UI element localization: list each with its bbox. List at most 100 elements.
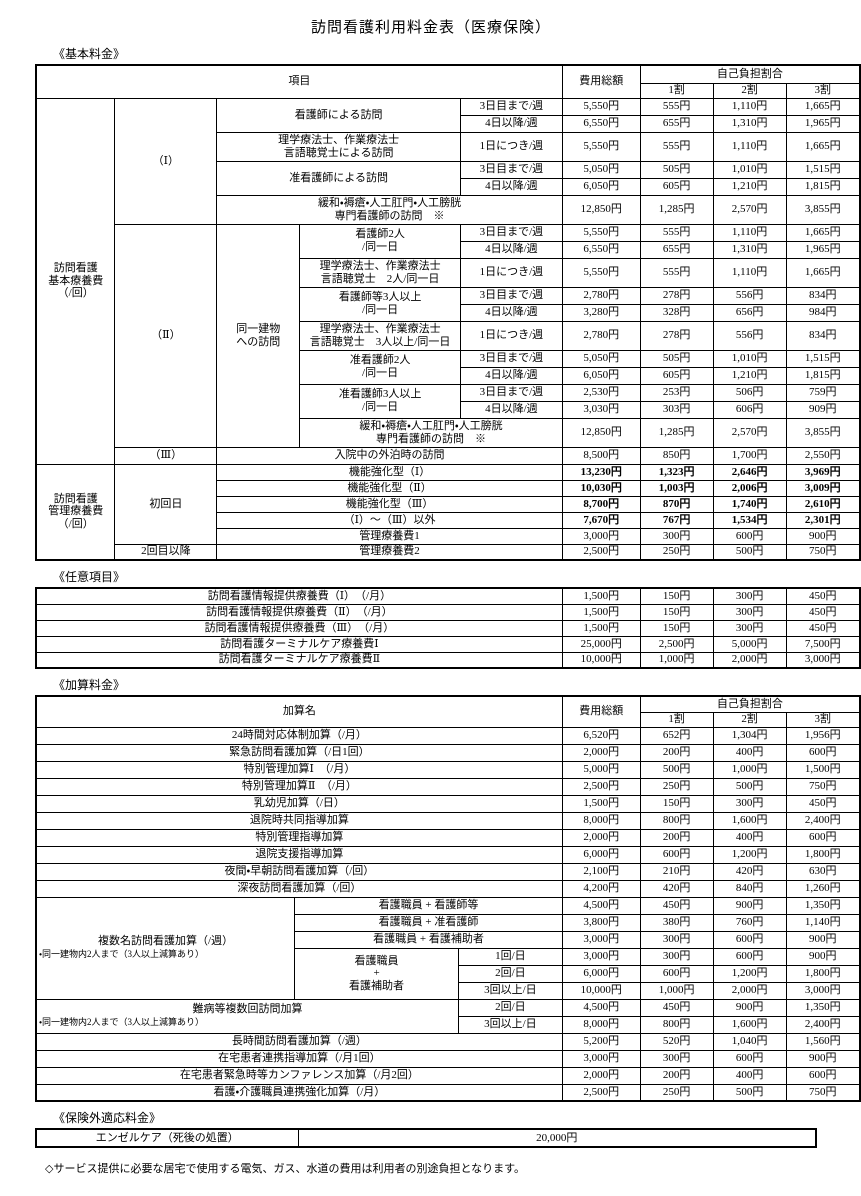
table-cell: 300円 <box>712 619 787 637</box>
table-cell: 500円 <box>712 543 787 561</box>
table-cell: 5,550円 <box>561 223 641 242</box>
table-cell: 210円 <box>639 862 714 881</box>
table-cell: 複数名訪問看護加算（/週） ・同一建物内2人まで（3人以上減算あり） <box>35 896 296 1000</box>
table-cell: 1割 <box>639 711 714 728</box>
table-cell: 2,000円 <box>712 651 787 669</box>
table-cell: 准看護師による訪問 <box>216 160 461 196</box>
table-cell: 2割 <box>712 82 787 99</box>
table-row: 訪問看護ターミナルケア療養費Ⅱ 10,000円 1,000円 2,000円 3,000円 <box>35 651 861 669</box>
table-cell: 600円 <box>785 743 861 762</box>
table-cell: 1,740円 <box>712 495 787 513</box>
table-cell: 訪問看護情報提供療養費（Ⅲ） （/月） <box>35 619 563 637</box>
table-row: 2回/日 6,000円 600円 1,200円 1,800円 <box>36 964 861 983</box>
table-cell: 3日目まで/週 <box>459 160 563 179</box>
table-cell: 1,040円 <box>712 1032 787 1051</box>
cell-subnote: ・同一建物内2人まで（3人以上減算あり） <box>39 949 205 960</box>
table-cell: 450円 <box>785 794 861 813</box>
table-cell: 3,000円 <box>561 1049 641 1068</box>
table-cell: 特別管理指導加算 <box>35 828 563 847</box>
section-label-addon: 《加算料金》 <box>53 678 126 692</box>
table-cell: 理学療法士、作業療法士 言語聴覚士 2人/同一日 <box>299 257 461 288</box>
table-cell: 訪問看護ターミナルケア療養費Ⅱ <box>35 651 563 669</box>
table-cell: 900円 <box>785 930 861 949</box>
table-cell: 400円 <box>712 743 787 762</box>
table-cell: 506円 <box>712 383 787 402</box>
table-row: 複数名訪問看護加算（/週） ・同一建物内2人まで（3人以上減算あり） 看護職員 + … <box>35 896 861 1000</box>
table-cell: 840円 <box>712 879 787 898</box>
table-cell: 1,815円 <box>785 366 861 385</box>
table-cell: 看護職員 + 看護師等 <box>294 896 563 915</box>
table-cell: 3,000円 <box>785 981 861 1000</box>
table-cell: 600円 <box>639 845 714 864</box>
table-cell: 看護職員 + 准看護師 <box>294 913 563 932</box>
table-row: （Ⅲ） 入院中の外泊時の訪問 8,500円 850円 1,700円 2,550円 <box>36 446 861 465</box>
table-cell: 600円 <box>712 1049 787 1068</box>
table-cell: 1,000円 <box>639 651 714 669</box>
table-row: 夜間・早朝訪問看護加算（/回） 2,100円 210円 420円 630円 <box>35 862 861 881</box>
table-cell: 2回目以降 <box>114 543 218 561</box>
table-cell: 300円 <box>639 930 714 949</box>
table-cell: 1日につき/週 <box>459 320 563 351</box>
section-label-basic: 《基本料金》 <box>53 47 126 61</box>
table-cell: 同一建物 への訪問 <box>216 223 301 448</box>
table-cell: （Ⅱ） <box>114 223 218 448</box>
table-cell: 2,500円 <box>561 777 641 796</box>
table-cell: 1,200円 <box>712 845 787 864</box>
table-cell: 看護師2人/同一日 <box>299 223 461 259</box>
table-cell: 600円 <box>639 964 714 983</box>
table-cell: 訪問看護情報提供療養費（Ⅱ） （/月） <box>35 603 563 621</box>
table-cell: 250円 <box>639 543 714 561</box>
table-row: 在宅患者連携指導加算（/月1回） 3,000円 300円 600円 900円 <box>35 1049 861 1068</box>
table-cell: 505円 <box>639 160 714 179</box>
table-cell: 5,550円 <box>561 131 641 162</box>
table-row: 機能強化型（Ⅱ） 10,030円 1,003円 2,006円 3,009円 <box>36 479 861 497</box>
table-cell: 253円 <box>639 383 714 402</box>
table-cell: 600円 <box>785 828 861 847</box>
table-cell: 3,280円 <box>561 303 641 322</box>
table-cell: 3回以上/日 <box>457 1015 563 1034</box>
table-cell: 4日以降/週 <box>459 366 563 385</box>
table-cell: エンゼルケア（死後の処置） <box>35 1128 299 1148</box>
table-cell: 900円 <box>712 998 787 1017</box>
table-cell: 2,000円 <box>712 981 787 1000</box>
table-cell: 2,530円 <box>561 383 641 402</box>
table-cell: 1,965円 <box>785 240 861 259</box>
table-cell: 6,050円 <box>561 177 641 196</box>
basic-fees-table: 項目 費用総額 自己負担割合 1割 2割 3割 訪問看護 基本療養費 （/回） （Ⅰ） 看護師による… <box>35 64 861 561</box>
table-cell: 750円 <box>785 1083 861 1102</box>
table-row: 24時間対応体制加算（/月） 6,520円 652円 1,304円 1,956円 <box>35 726 861 745</box>
table-cell: 606円 <box>712 400 787 419</box>
table-cell: 2,646円 <box>712 463 787 481</box>
table-row: 理学療法士、作業療法士 言語聴覚士による訪問 1日につき/週 5,550円 555円 1,… <box>36 131 861 162</box>
table-cell: 600円 <box>712 527 787 545</box>
table-cell: 1,304円 <box>712 726 787 745</box>
table-cell: 1,665円 <box>785 257 861 288</box>
table-cell: 1,110円 <box>712 223 787 242</box>
table-row: 訪問看護ターミナルケア療養費Ⅰ 25,000円 2,500円 5,000円 7,500円 <box>35 635 861 653</box>
table-cell: 5,550円 <box>561 257 641 288</box>
table-cell: 655円 <box>639 114 714 133</box>
table-cell: 6,550円 <box>561 240 641 259</box>
cell-subnote: ・同一建物内2人まで（3人以上減算あり） <box>39 1017 205 1028</box>
table-cell: 退院時共同指導加算 <box>35 811 563 830</box>
table-cell: 緩和・褥瘡・人工肛門・人工膀胱 専門看護師の訪問 ※ <box>216 194 563 225</box>
table-cell: 乳幼児加算（/日） <box>35 794 563 813</box>
table-row: 訪問看護情報提供療養費（Ⅱ） （/月） 1,500円 150円 300円 450円 <box>35 603 861 621</box>
table-cell: 深夜訪問看護加算（/回） <box>35 879 563 898</box>
table-row: 准看護師3人以上/同一日 3日目まで/週 2,530円 253円 506円 759円 <box>36 383 861 419</box>
table-cell: 500円 <box>712 777 787 796</box>
table-cell: 准看護師3人以上/同一日 <box>299 383 461 419</box>
table-cell: 150円 <box>639 603 714 621</box>
table-cell: 3日目まで/週 <box>459 349 563 368</box>
table-cell: 1,965円 <box>785 114 861 133</box>
table-cell: 300円 <box>639 527 714 545</box>
table-cell: 4,200円 <box>561 879 641 898</box>
table-cell: 300円 <box>712 603 787 621</box>
table-cell: 1,534円 <box>712 511 787 529</box>
table-cell: 自己負担割合 <box>639 695 861 713</box>
table-cell: 8,000円 <box>561 811 641 830</box>
table-cell: 500円 <box>639 760 714 779</box>
table-cell: 380円 <box>639 913 714 932</box>
table-cell: 6,520円 <box>561 726 641 745</box>
